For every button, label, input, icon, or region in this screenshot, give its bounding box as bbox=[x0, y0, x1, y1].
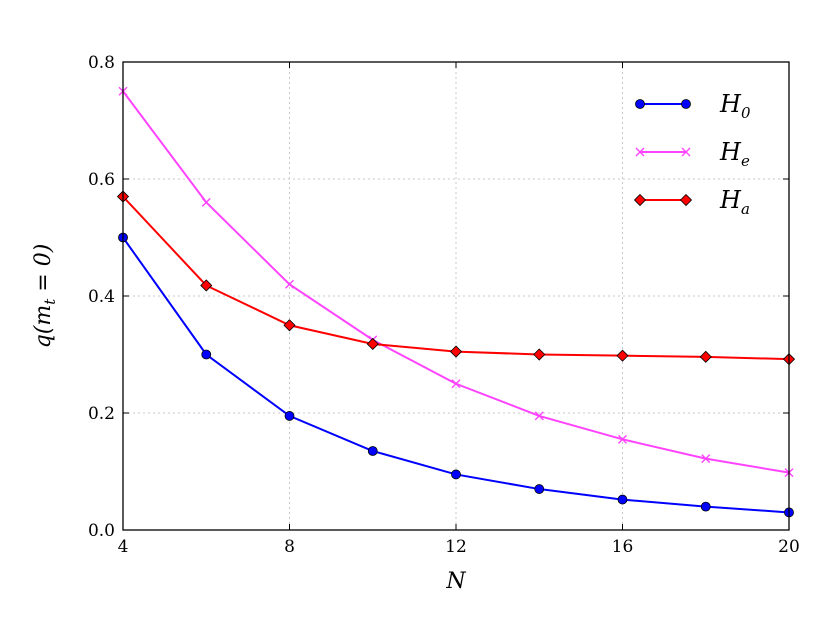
legend-label-base: H bbox=[719, 138, 742, 166]
data-point-e-stroke bbox=[285, 279, 294, 289]
y-axis-label-rest: = 0) bbox=[31, 244, 56, 299]
legend-marker-stroke bbox=[635, 147, 645, 157]
x-tick-label: 16 bbox=[612, 537, 634, 557]
y-axis-label: q(mt = 0) bbox=[31, 244, 59, 349]
legend-item-0: H0 bbox=[635, 90, 751, 122]
data-point-a bbox=[283, 319, 296, 332]
x-tick-label: 12 bbox=[445, 537, 467, 557]
data-point-e bbox=[451, 379, 461, 389]
legend-label-subscript: a bbox=[741, 200, 750, 218]
legend-label-subscript: e bbox=[741, 152, 750, 170]
tick-layer: 4 8 12 16 20 0.0 0.2 0.4 0.6 0.8 bbox=[88, 53, 800, 557]
data-point-a bbox=[616, 349, 629, 362]
data-point-a bbox=[366, 337, 379, 351]
legend-label-e: He bbox=[719, 138, 750, 170]
legend-marker bbox=[679, 193, 693, 207]
legend-marker bbox=[681, 99, 691, 109]
legend-marker bbox=[681, 147, 691, 157]
legend-marker bbox=[635, 99, 645, 109]
y-tick-label: 0.2 bbox=[88, 404, 115, 424]
x-tick-label: 8 bbox=[284, 537, 295, 557]
legend-marker-stroke bbox=[681, 147, 691, 157]
legend-label-subscript: 0 bbox=[741, 104, 751, 122]
data-point-e bbox=[201, 197, 211, 207]
legend-label-a: Ha bbox=[719, 186, 750, 218]
data-point-0 bbox=[367, 446, 378, 456]
grid-layer bbox=[123, 62, 789, 530]
data-point-0 bbox=[451, 469, 461, 480]
data-point-e-stroke bbox=[451, 379, 461, 389]
y-tick-label: 0.6 bbox=[88, 170, 115, 190]
x-tick-label: 20 bbox=[778, 537, 800, 557]
data-point-e bbox=[285, 279, 294, 289]
data-point-e bbox=[534, 411, 544, 421]
data-point-a bbox=[200, 279, 213, 292]
x-axis-label: N bbox=[445, 569, 466, 594]
legend-item-a: Ha bbox=[633, 186, 750, 218]
y-tick-label: 0.8 bbox=[88, 53, 115, 73]
data-point-e bbox=[701, 454, 711, 464]
data-point-e-stroke bbox=[201, 197, 211, 207]
legend-label-base: H bbox=[719, 186, 742, 214]
legend-marker bbox=[635, 147, 645, 157]
y-axis-label-subscript: t bbox=[41, 298, 59, 305]
y-tick-label: 0.0 bbox=[88, 521, 115, 541]
data-point-0 bbox=[617, 494, 628, 505]
data-point-0 bbox=[534, 484, 545, 494]
y-axis-label-base: q(m bbox=[31, 305, 56, 349]
data-point-a bbox=[699, 350, 712, 363]
legend-label-0: H0 bbox=[719, 90, 751, 122]
data-point-e-stroke bbox=[618, 434, 627, 444]
x-tick-label: 4 bbox=[118, 537, 129, 557]
data-point-a bbox=[533, 348, 546, 361]
legend-item-e: He bbox=[635, 138, 750, 170]
y-tick-label: 0.4 bbox=[88, 287, 115, 307]
data-point-0 bbox=[284, 411, 295, 421]
legend-label-base: H bbox=[719, 90, 742, 118]
data-point-e bbox=[618, 434, 627, 444]
data-point-e-stroke bbox=[534, 411, 544, 421]
data-point-0 bbox=[700, 501, 711, 512]
data-point-0 bbox=[201, 349, 212, 360]
legend-marker bbox=[633, 193, 647, 207]
data-point-e-stroke bbox=[701, 454, 711, 464]
series-0 bbox=[118, 232, 794, 518]
data-point-a bbox=[449, 345, 463, 358]
